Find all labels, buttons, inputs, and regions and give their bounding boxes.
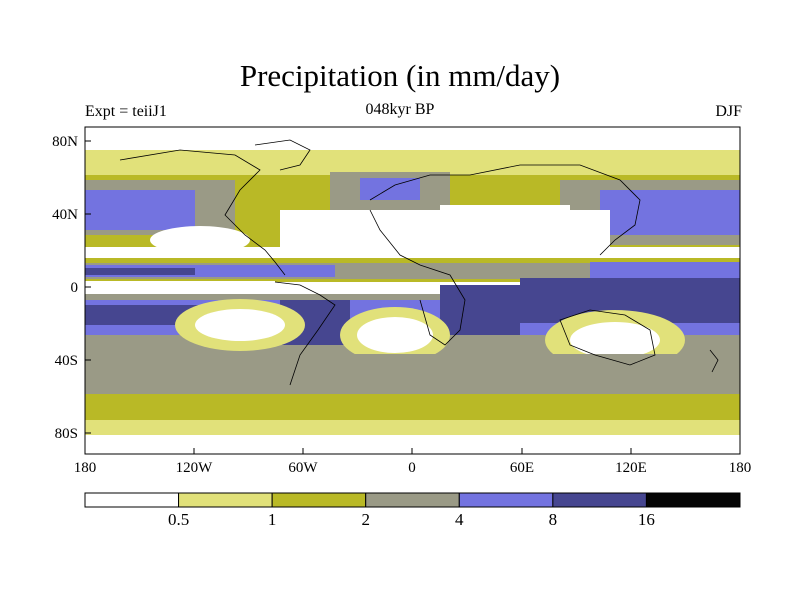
y-tick-label: 40N — [52, 207, 78, 223]
y-tick-label: 80S — [55, 426, 78, 442]
colorbar-swatch — [178, 492, 273, 508]
x-tick-label: 120E — [615, 460, 647, 476]
colorbar-swatch — [458, 492, 554, 508]
colorbar-label: 4 — [455, 510, 464, 529]
colorbar-label: 1 — [268, 510, 277, 529]
colorbar-swatch — [84, 492, 180, 508]
x-tick-label: 60W — [288, 460, 318, 476]
coastlines — [119, 139, 719, 386]
colorbar-label: 0.5 — [168, 510, 189, 529]
y-axis-ticks — [85, 140, 91, 434]
experiment-label: Expt = teiiJ1 — [85, 103, 167, 120]
colorbar-label: 16 — [638, 510, 655, 529]
x-tick-label: 180 — [729, 460, 752, 476]
x-tick-label: 180 — [74, 460, 97, 476]
x-tick-label: 0 — [408, 460, 416, 476]
x-tick-label: 60E — [510, 460, 534, 476]
y-tick-label: 80N — [52, 134, 78, 150]
colorbar-label: 2 — [361, 510, 370, 529]
colorbar: 0.5 1 2 4 8 16 — [84, 492, 741, 529]
x-axis-ticks — [84, 448, 741, 454]
colorbar-swatch — [365, 492, 460, 508]
colorbar-label: 8 — [549, 510, 558, 529]
colorbar-swatch — [552, 492, 647, 508]
time-label: 048kyr BP — [365, 101, 435, 118]
y-tick-label: 40S — [55, 353, 78, 369]
season-label: DJF — [715, 103, 742, 120]
map-title: Precipitation (in mm/day) — [239, 58, 561, 93]
precipitation-field — [85, 127, 740, 454]
colorbar-swatch — [271, 492, 367, 508]
x-tick-label: 120W — [176, 460, 214, 476]
y-tick-label: 0 — [71, 280, 79, 296]
colorbar-swatch — [645, 492, 741, 508]
